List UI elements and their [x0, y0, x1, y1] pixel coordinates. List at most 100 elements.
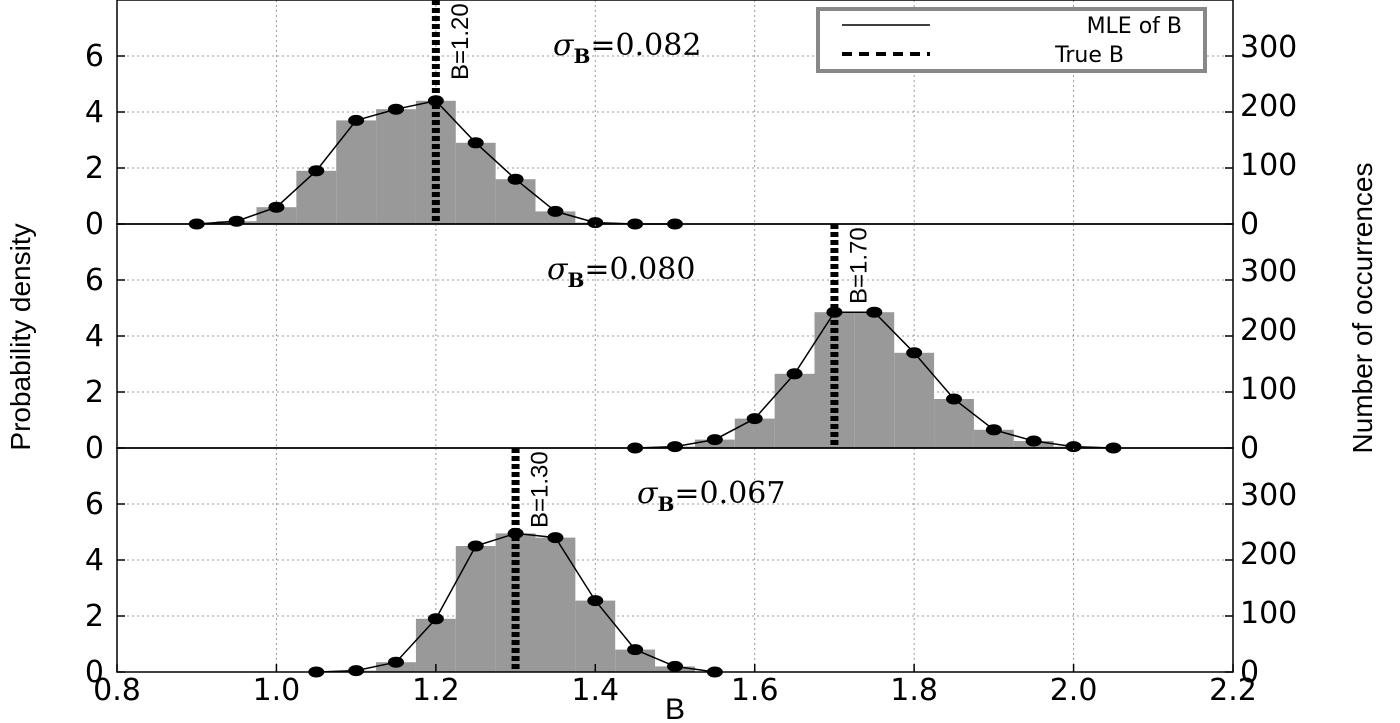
- mle-point: [547, 532, 564, 544]
- histogram-bar: [455, 546, 496, 672]
- y-axis-label-left: Probability density: [5, 223, 36, 450]
- sigma-symbol: σ: [637, 476, 659, 511]
- mle-point: [547, 205, 564, 217]
- histogram-bar: [615, 649, 656, 672]
- mle-point: [866, 306, 883, 318]
- histogram-bar: [973, 429, 1014, 448]
- y-tick-label-left: 0: [85, 207, 104, 242]
- y-tick-label-left: 4: [85, 95, 104, 130]
- panel-2: B=1.70 σB=0.080 0 2 4 6 0 100 200 300: [85, 223, 1297, 466]
- y-tick-label-right: 300: [1240, 30, 1297, 65]
- mle-point: [268, 201, 285, 213]
- y-tick-label-left: 4: [85, 319, 104, 354]
- sigma-value: =0.082: [590, 28, 701, 63]
- legend-frame: [816, 7, 1207, 73]
- legend: MLE of B True B: [816, 7, 1207, 73]
- y-tick-label-left: 2: [85, 375, 104, 410]
- mle-point: [985, 424, 1002, 436]
- legend-mle-label: MLE of B: [1087, 14, 1182, 39]
- mle-point: [1065, 441, 1082, 453]
- histogram-bar: [774, 373, 815, 448]
- panel-3: B=1.30 σB=0.067 0 2 4 6 0 100 200 300: [85, 447, 1297, 690]
- y-tick-label-right: 100: [1240, 148, 1297, 183]
- y-tick-label-left: 0: [85, 431, 104, 466]
- true-b-label: B=1.20: [447, 3, 474, 80]
- mle-point: [706, 434, 723, 446]
- panels-layer: B=1.20 σB=0.08202460100200300B=1.70σB=0.0…: [85, 0, 1297, 690]
- mle-point: [507, 173, 524, 185]
- mle-point: [746, 413, 763, 425]
- sigma-annotation: σB=0.082: [553, 28, 701, 68]
- x-tick-label: 1.2: [412, 673, 460, 708]
- mle-point: [667, 660, 683, 672]
- true-b-label: B=1.70: [845, 227, 872, 304]
- histogram-bar: [296, 170, 337, 224]
- x-tick-label: 0.8: [93, 673, 141, 708]
- histogram-bar: [934, 399, 974, 448]
- y-tick-label-left: 6: [85, 263, 104, 298]
- x-tick-label: 1.8: [890, 673, 938, 708]
- x-tick-label: 2.0: [1050, 673, 1098, 708]
- histogram-bar: [415, 618, 456, 672]
- sigma-symbol: σ: [553, 28, 575, 63]
- x-tick-label: 1.0: [253, 673, 301, 708]
- histogram-bar: [495, 179, 536, 224]
- mle-point: [786, 368, 803, 380]
- mle-point: [388, 656, 404, 668]
- histogram-bar: [376, 109, 416, 224]
- mle-point: [467, 137, 484, 149]
- mle-point: [228, 215, 245, 227]
- histogram-bar: [455, 142, 496, 224]
- y-tick-label-left: 6: [85, 487, 104, 522]
- mle-point: [946, 393, 962, 405]
- mle-point: [348, 114, 365, 126]
- mle-point: [667, 441, 683, 453]
- y-tick-label-left: 2: [85, 151, 104, 186]
- mle-point: [906, 347, 923, 359]
- y-tick-label-right: 0: [1240, 655, 1259, 690]
- histogram-bar: [854, 312, 895, 448]
- x-tick-label: 1.4: [571, 673, 619, 708]
- histogram-bar: [336, 120, 377, 224]
- x-tick-label: 2.2: [1209, 673, 1257, 708]
- y-tick-label-right: 100: [1240, 372, 1297, 407]
- y-tick-label-left: 0: [85, 655, 104, 690]
- x-tick-label: 1.6: [731, 673, 779, 708]
- y-tick-label-right: 0: [1240, 207, 1259, 242]
- legend-true-label: True B: [1054, 43, 1124, 68]
- sigma-annotation: σB=0.080: [547, 252, 695, 292]
- mle-point: [587, 217, 604, 229]
- true-b-label: B=1.30: [527, 451, 554, 528]
- histogram-bar: [575, 600, 616, 672]
- sigma-value: =0.067: [674, 476, 785, 511]
- sigma-subscript: B: [573, 44, 590, 68]
- histogram-bar: [535, 537, 576, 672]
- y-tick-label-left: 4: [85, 543, 104, 578]
- x-axis-label: B: [665, 693, 685, 723]
- y-tick-label-right: 300: [1240, 254, 1297, 289]
- sigma-subscript: B: [567, 268, 584, 292]
- sigma-symbol: σ: [547, 252, 569, 287]
- mle-point: [627, 644, 644, 656]
- y-tick-label-right: 100: [1240, 596, 1297, 631]
- panel-1: B=1.20 σB=0.082 0 2 4 6 0 100 200 300: [85, 0, 1297, 242]
- mle-point: [467, 540, 484, 552]
- sigma-value: =0.080: [584, 252, 695, 287]
- mle-point: [348, 665, 365, 677]
- y-tick-label-left: 2: [85, 599, 104, 634]
- mle-point: [427, 613, 444, 625]
- sigma-annotation: σB=0.067: [637, 476, 785, 516]
- histogram-bar: [894, 352, 935, 448]
- y-tick-label-right: 0: [1240, 431, 1259, 466]
- y-tick-label-right: 300: [1240, 478, 1297, 513]
- sigma-subscript: B: [657, 492, 674, 516]
- mle-point: [1025, 435, 1042, 447]
- y-tick-label-left: 6: [85, 39, 104, 74]
- mle-point: [308, 165, 325, 177]
- y-tick-label-right: 200: [1240, 313, 1297, 348]
- y-axis-label-right: Number of occurrences: [1347, 162, 1378, 453]
- y-tick-label-right: 200: [1240, 537, 1297, 572]
- y-tick-label-right: 200: [1240, 89, 1297, 124]
- axes-layer: 0.8 1.0 1.2 1.4 1.6 1.8 2.0 2.2: [93, 664, 1257, 708]
